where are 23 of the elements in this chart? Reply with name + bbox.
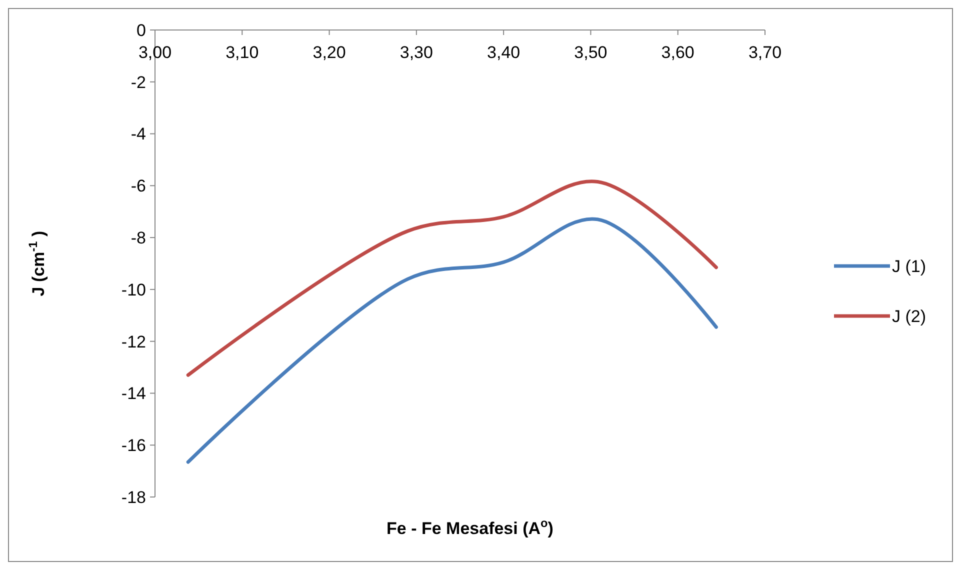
x-tick-label: 3,10 [226,43,259,62]
y-tick-label: -12 [121,332,146,352]
x-tick-label: 3,70 [748,43,782,62]
y-tick-label: -6 [130,176,146,196]
y-tick-label: -10 [121,280,146,300]
line-series [186,217,718,464]
y-tick-label: 0 [136,20,146,40]
x-tick-label: 3,50 [574,43,608,62]
y-tick-label: -8 [130,228,146,248]
line-series [186,180,718,377]
y-tick-label: -18 [121,488,146,507]
y-tick-label: -2 [130,72,146,92]
x-tick-label: 3,30 [400,43,433,62]
x-axis-title: Fe - Fe Mesafesi (A$^{o}$) [386,516,554,538]
x-tick-label: 3,40 [487,43,520,62]
x-tick-label: 3,00 [138,43,172,62]
y-tick-label: -4 [130,124,146,144]
x-tick-label: 3,20 [312,43,346,62]
legend-label: J (1) [892,256,926,276]
x-tick-label: 3,60 [661,43,694,62]
y-tick-label: -14 [121,384,146,404]
legend-label: J (2) [892,306,926,326]
y-tick-label: -16 [121,436,146,456]
